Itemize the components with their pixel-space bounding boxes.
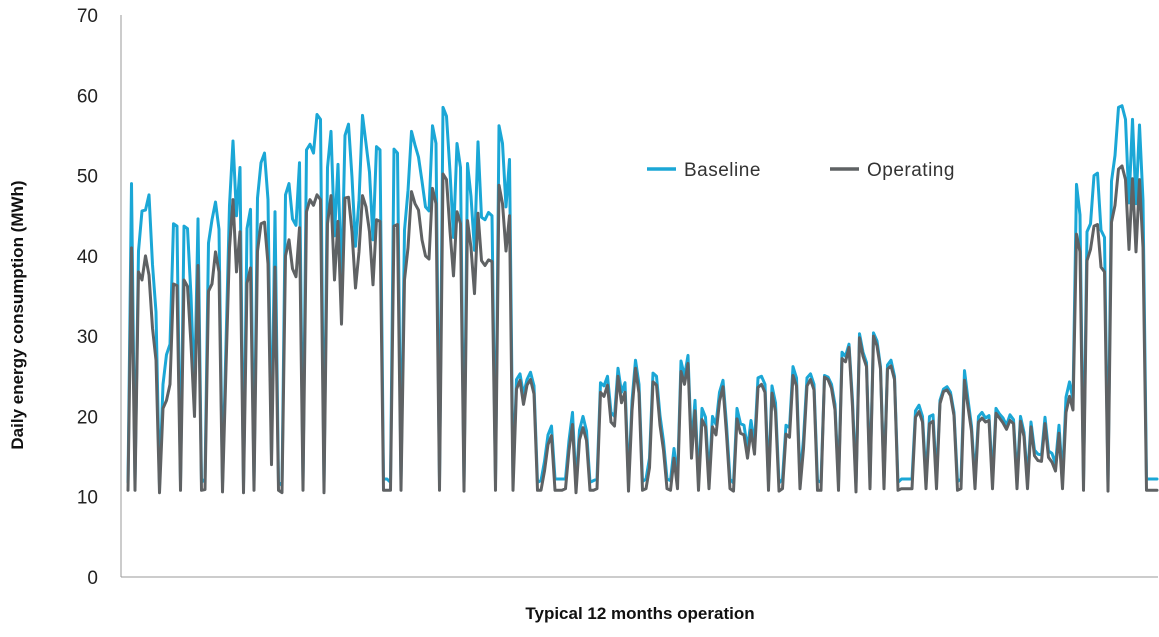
y-tick-label: 40 <box>77 247 98 268</box>
legend: Baseline Operating <box>647 160 955 181</box>
series-group <box>126 104 1159 495</box>
x-axis-title: Typical 12 months operation <box>525 604 754 623</box>
legend-label-baseline: Baseline <box>684 160 761 181</box>
y-tick-label: 50 <box>77 167 98 188</box>
y-tick-label: 60 <box>77 86 98 107</box>
y-tick-label: 0 <box>87 568 98 589</box>
y-tick-label: 70 <box>77 6 98 27</box>
series-line-operating <box>126 164 1159 495</box>
axes: 0 10 20 30 40 50 60 70 <box>77 6 1158 589</box>
y-tick-label: 20 <box>77 407 98 428</box>
y-tick-label: 10 <box>77 488 98 509</box>
y-axis-title: Daily energy consumption (MWh) <box>8 180 27 449</box>
y-tick-label: 30 <box>77 327 98 348</box>
legend-label-operating: Operating <box>867 160 955 181</box>
